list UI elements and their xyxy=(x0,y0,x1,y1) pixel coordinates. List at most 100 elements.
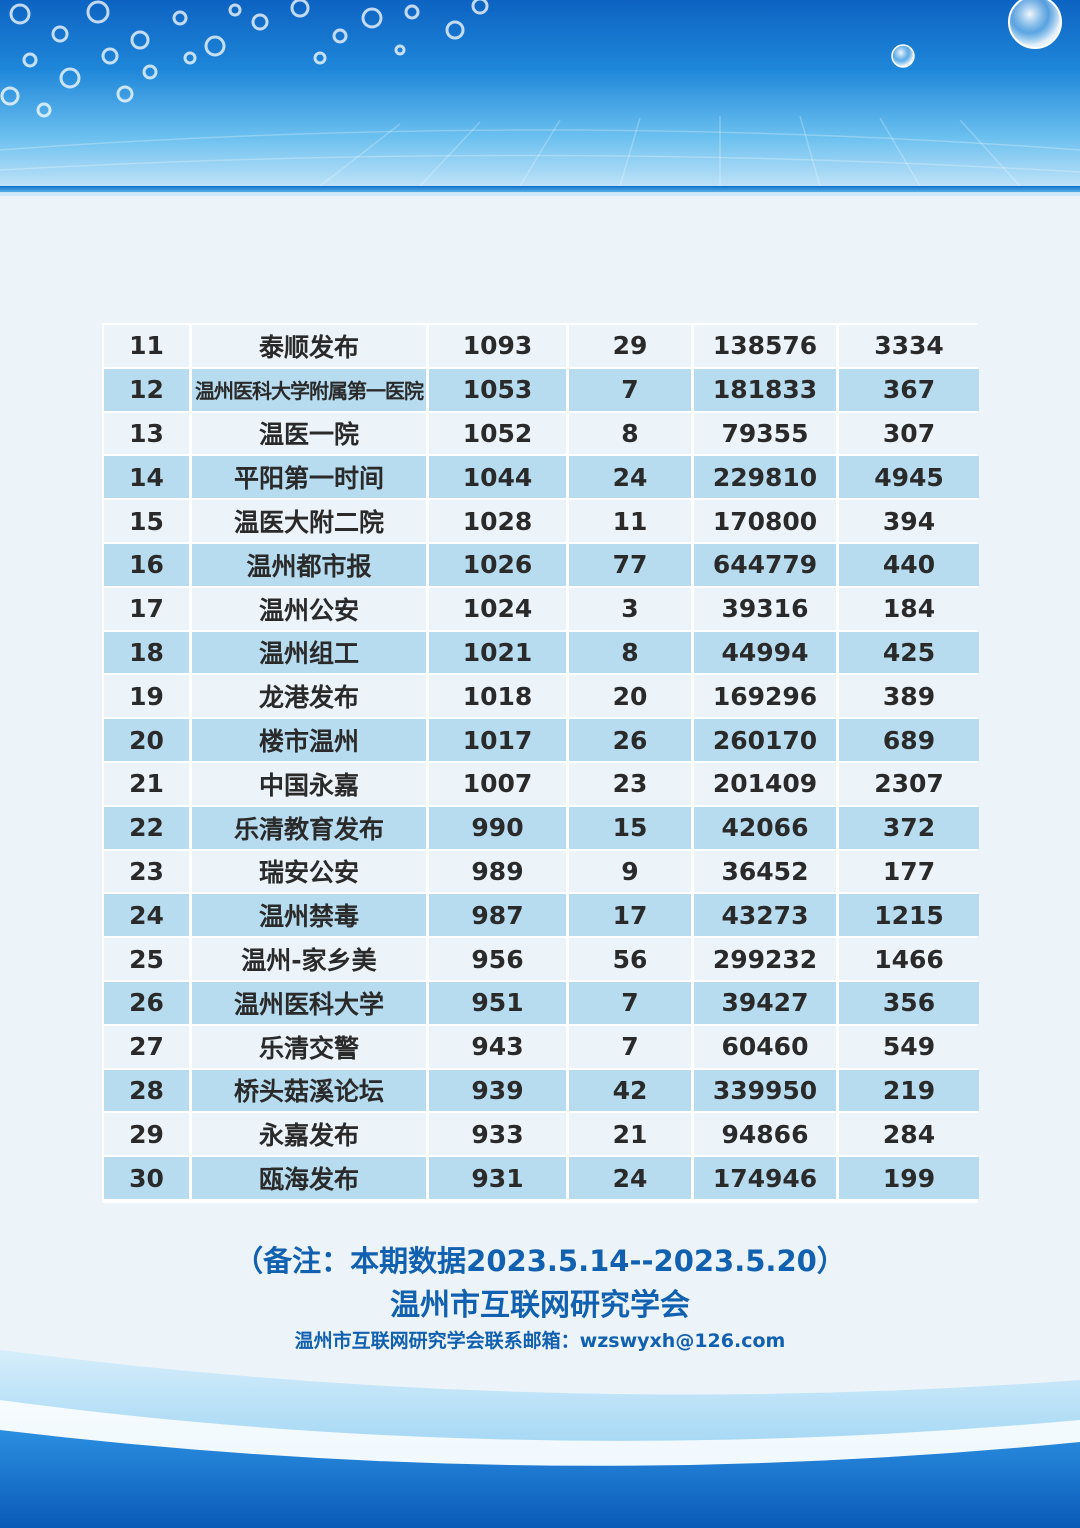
cell-rank: 11 xyxy=(104,325,189,367)
table-row: 29 永嘉发布 933 21 94866 284 xyxy=(104,1113,979,1156)
cell-col4: 15 xyxy=(569,806,691,849)
cell-col3: 1021 xyxy=(429,631,566,674)
note-contact-email: 温州市互联网研究学会联系邮箱：wzswyxh@126.com xyxy=(294,1330,786,1352)
cell-rank: 21 xyxy=(104,762,189,805)
cell-account-name: 温州都市报 xyxy=(192,543,426,586)
cell-col6: 372 xyxy=(839,806,979,849)
header-banner xyxy=(0,0,1080,196)
cell-col6: 389 xyxy=(839,675,979,718)
cell-col5: 43273 xyxy=(694,894,836,937)
table-row: 25 温州-家乡美 956 56 299232 1466 xyxy=(104,938,979,980)
cell-col5: 644779 xyxy=(694,543,836,586)
cell-rank: 27 xyxy=(104,1025,189,1068)
cell-col5: 174946 xyxy=(694,1157,836,1199)
cell-col4: 42 xyxy=(569,1069,691,1112)
table-row: 26 温州医科大学 951 7 39427 356 xyxy=(104,981,979,1024)
cell-col5: 39316 xyxy=(694,587,836,630)
cell-col5: 94866 xyxy=(694,1113,836,1156)
table-row: 28 桥头菇溪论坛 939 42 339950 219 xyxy=(104,1069,979,1112)
cell-account-name: 温州-家乡美 xyxy=(192,938,426,980)
table-row: 30 瓯海发布 931 24 174946 199 xyxy=(104,1157,979,1199)
cell-account-name: 中国永嘉 xyxy=(192,762,426,805)
note-period: （备注：本期数据2023.5.14--2023.5.20） xyxy=(234,1244,846,1278)
cell-rank: 12 xyxy=(104,368,189,411)
cell-col6: 3334 xyxy=(839,325,979,367)
cell-col3: 956 xyxy=(429,938,566,980)
table-row: 12 温州医科大学附属第一医院 1053 7 181833 367 xyxy=(104,368,979,411)
header-divider xyxy=(0,186,1080,192)
cell-col4: 7 xyxy=(569,368,691,411)
cell-col4: 29 xyxy=(569,325,691,367)
cell-account-name: 温医大附二院 xyxy=(192,500,426,542)
cell-col3: 1026 xyxy=(429,543,566,586)
cell-col4: 7 xyxy=(569,981,691,1024)
cell-col5: 42066 xyxy=(694,806,836,849)
cell-account-name: 永嘉发布 xyxy=(192,1113,426,1156)
cell-col5: 299232 xyxy=(694,938,836,980)
cell-account-name: 温医一院 xyxy=(192,412,426,455)
cell-account-name: 乐清教育发布 xyxy=(192,806,426,849)
table-row: 18 温州组工 1021 8 44994 425 xyxy=(104,631,979,674)
cell-col3: 1018 xyxy=(429,675,566,718)
table-row: 11 泰顺发布 1093 29 138576 3334 xyxy=(104,325,979,367)
table-row: 13 温医一院 1052 8 79355 307 xyxy=(104,412,979,455)
cell-rank: 13 xyxy=(104,412,189,455)
table-row: 27 乐清交警 943 7 60460 549 xyxy=(104,1025,979,1068)
cell-col3: 1017 xyxy=(429,719,566,761)
cell-col6: 394 xyxy=(839,500,979,542)
cell-col4: 77 xyxy=(569,543,691,586)
cell-col5: 138576 xyxy=(694,325,836,367)
cell-col4: 20 xyxy=(569,675,691,718)
cell-col6: 184 xyxy=(839,587,979,630)
cell-col3: 1093 xyxy=(429,325,566,367)
footer-wave-decoration xyxy=(0,1350,1080,1528)
cell-col6: 284 xyxy=(839,1113,979,1156)
cell-col6: 440 xyxy=(839,543,979,586)
cell-col4: 9 xyxy=(569,850,691,893)
cell-account-name: 瑞安公安 xyxy=(192,850,426,893)
cell-col6: 177 xyxy=(839,850,979,893)
cell-rank: 26 xyxy=(104,981,189,1024)
cell-rank: 20 xyxy=(104,719,189,761)
cell-col3: 987 xyxy=(429,894,566,937)
cell-col5: 169296 xyxy=(694,675,836,718)
cell-col3: 951 xyxy=(429,981,566,1024)
table-row: 22 乐清教育发布 990 15 42066 372 xyxy=(104,806,979,849)
table-row: 23 瑞安公安 989 9 36452 177 xyxy=(104,850,979,893)
cell-col6: 425 xyxy=(839,631,979,674)
cell-col5: 79355 xyxy=(694,412,836,455)
cell-account-name: 温州公安 xyxy=(192,587,426,630)
cell-col3: 990 xyxy=(429,806,566,849)
cell-col4: 56 xyxy=(569,938,691,980)
cell-account-name: 瓯海发布 xyxy=(192,1157,426,1199)
cell-account-name: 平阳第一时间 xyxy=(192,456,426,499)
cell-col4: 24 xyxy=(569,456,691,499)
table-row: 17 温州公安 1024 3 39316 184 xyxy=(104,587,979,630)
cell-col4: 8 xyxy=(569,631,691,674)
cell-col4: 7 xyxy=(569,1025,691,1068)
cell-col5: 181833 xyxy=(694,368,836,411)
cell-rank: 15 xyxy=(104,500,189,542)
cell-col3: 1052 xyxy=(429,412,566,455)
cell-col5: 44994 xyxy=(694,631,836,674)
cell-col3: 939 xyxy=(429,1069,566,1112)
cell-col5: 39427 xyxy=(694,981,836,1024)
cell-col4: 23 xyxy=(569,762,691,805)
cell-rank: 24 xyxy=(104,894,189,937)
cell-col6: 199 xyxy=(839,1157,979,1199)
cell-col6: 549 xyxy=(839,1025,979,1068)
cell-account-name: 乐清交警 xyxy=(192,1025,426,1068)
cell-col4: 24 xyxy=(569,1157,691,1199)
cell-col3: 943 xyxy=(429,1025,566,1068)
cell-rank: 14 xyxy=(104,456,189,499)
cell-account-name: 桥头菇溪论坛 xyxy=(192,1069,426,1112)
table-row: 16 温州都市报 1026 77 644779 440 xyxy=(104,543,979,586)
cell-col6: 367 xyxy=(839,368,979,411)
cell-rank: 29 xyxy=(104,1113,189,1156)
cell-col4: 8 xyxy=(569,412,691,455)
cell-account-name: 温州医科大学附属第一医院 xyxy=(192,368,426,411)
cell-account-name: 温州禁毒 xyxy=(192,894,426,937)
cell-col3: 1044 xyxy=(429,456,566,499)
cell-col4: 11 xyxy=(569,500,691,542)
cell-col6: 307 xyxy=(839,412,979,455)
